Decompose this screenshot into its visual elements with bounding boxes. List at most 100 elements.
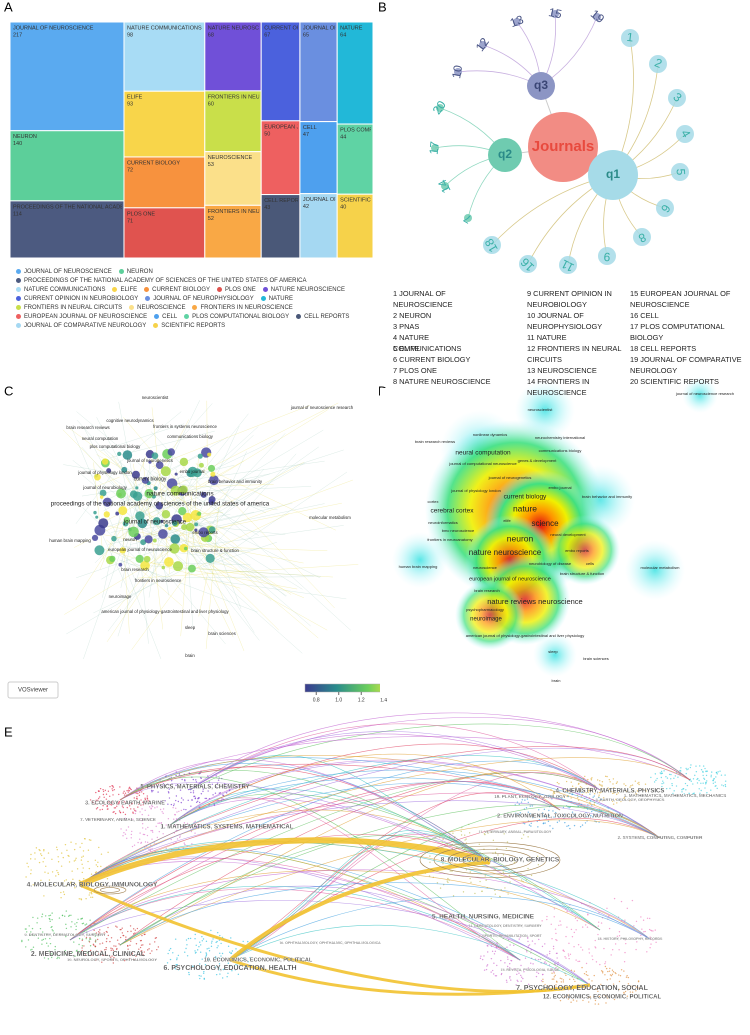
dot (483, 969, 486, 971)
dot (686, 769, 688, 771)
leaf-node (668, 89, 686, 107)
dot (48, 914, 50, 917)
dot (608, 778, 611, 781)
tile-value: 72 (127, 167, 133, 173)
dot (81, 856, 83, 858)
dot (185, 783, 188, 785)
dot (97, 935, 99, 937)
dot (502, 871, 505, 873)
dot (46, 942, 48, 944)
dot (200, 777, 202, 779)
node-label: human brain mapping (49, 538, 91, 543)
dot (39, 952, 41, 955)
link (137, 564, 359, 579)
dot (650, 776, 652, 779)
dot (665, 776, 667, 778)
legend-item: NATURE NEUROSCIENCE (262, 286, 345, 295)
dot (103, 932, 105, 934)
dot (106, 808, 109, 810)
dot (577, 944, 580, 946)
link (96, 454, 212, 517)
node (99, 489, 107, 497)
dot (559, 977, 562, 979)
node-label: neuron (123, 537, 137, 542)
leaf-label: 2 (653, 55, 665, 71)
dot (494, 950, 497, 953)
dot (603, 947, 605, 950)
dot (509, 977, 511, 979)
dot (43, 848, 45, 851)
dot (102, 805, 104, 807)
group-label: q2 (498, 147, 512, 161)
dot (604, 974, 606, 976)
dot (38, 848, 40, 851)
dot (87, 860, 89, 863)
dot (116, 926, 118, 928)
dot (26, 862, 28, 865)
dot (690, 764, 692, 766)
dot (587, 791, 589, 793)
dot (111, 800, 113, 802)
citation-curve (69, 888, 521, 961)
dot (662, 782, 665, 784)
dot (593, 793, 596, 795)
dot (184, 780, 186, 782)
legend-label: PROCEEDINGS OF THE NATIONAL ACADEMY OF S… (24, 278, 307, 284)
dot (51, 929, 53, 931)
dot (56, 957, 58, 960)
dot (510, 960, 513, 962)
dot (704, 767, 706, 770)
link (165, 502, 238, 506)
dot (575, 959, 577, 961)
dot (565, 957, 567, 959)
dot (638, 987, 640, 989)
citation-curve (189, 731, 601, 791)
tile-value: 43 (264, 205, 270, 211)
link (202, 541, 278, 567)
dot (644, 930, 646, 933)
dot (513, 944, 515, 947)
dot (66, 849, 68, 852)
dot (158, 822, 161, 824)
dot (613, 790, 615, 793)
dot (511, 968, 514, 971)
dot (215, 973, 218, 976)
treemap-tile (299, 193, 338, 259)
dot (554, 928, 557, 930)
dot (590, 789, 593, 791)
dot (144, 809, 146, 811)
dot (192, 965, 194, 968)
node (129, 490, 138, 498)
link (215, 542, 242, 609)
dot (123, 790, 125, 793)
dot (555, 932, 557, 935)
dot (95, 800, 97, 803)
dot (704, 787, 706, 789)
link (107, 479, 303, 654)
dot (598, 783, 601, 786)
dot (684, 782, 687, 785)
legend-entry: 17 PLOS COMPUTATIONAL BIOLOGY (630, 322, 725, 342)
density-label: embo journal (548, 485, 571, 490)
dot (219, 973, 221, 975)
dot (179, 836, 181, 839)
dot (70, 926, 72, 928)
dot (67, 854, 69, 857)
dot (675, 785, 678, 787)
dot (703, 778, 706, 780)
node (115, 511, 120, 516)
dot (249, 956, 251, 959)
node (106, 468, 112, 474)
dot (201, 940, 204, 942)
node-label: american journal of physiology-gastroint… (101, 609, 229, 614)
dot (556, 952, 558, 954)
leaf-node (551, 10, 559, 18)
dot (152, 789, 154, 792)
dot (700, 789, 702, 792)
dot (617, 792, 619, 794)
citation-curve (119, 770, 601, 946)
dot (508, 874, 511, 877)
dot (564, 821, 566, 824)
dot (716, 787, 718, 790)
region-label: 12. ECONOMICS, ECONOMIC, POLITICAL (543, 995, 662, 1001)
